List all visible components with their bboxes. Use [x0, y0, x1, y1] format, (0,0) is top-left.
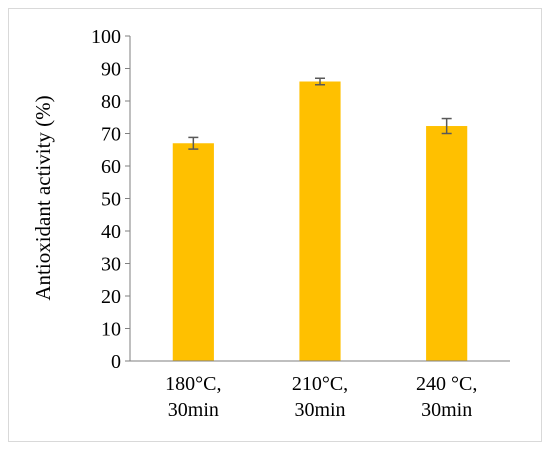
x-tick-label-line: 30min — [168, 399, 219, 421]
y-tick-label: 10 — [101, 319, 121, 341]
bar — [299, 81, 341, 361]
x-tick-label-line: 210°C, — [292, 373, 348, 395]
x-tick-label-line: 180°C, — [165, 373, 221, 395]
y-tick-label: 30 — [101, 254, 121, 276]
x-tick-label: 210°C, 30min — [292, 373, 348, 421]
bars — [172, 77, 468, 362]
y-tick-label: 40 — [101, 221, 121, 243]
y-tick-label: 0 — [111, 351, 121, 373]
y-axis-ticks: 0 10 20 30 40 50 60 70 80 90 100 — [91, 26, 130, 373]
x-tick-label: 180°C, 30min — [165, 373, 221, 421]
y-tick-label: 70 — [101, 124, 121, 146]
y-tick-label: 60 — [101, 156, 121, 178]
x-tick-label: 240 °C, 30min — [416, 373, 477, 421]
y-tick-label: 90 — [101, 59, 121, 81]
x-tick-label-line: 240 °C, — [416, 373, 477, 395]
y-tick-label: 20 — [101, 286, 121, 308]
axes — [129, 36, 510, 362]
y-tick-label: 50 — [101, 189, 121, 211]
y-tick-label: 80 — [101, 91, 121, 113]
x-tick-label-line: 30min — [294, 399, 345, 421]
x-axis-labels: 180°C, 30min 210°C, 30min 240 °C, 30min — [165, 373, 477, 421]
bar — [172, 143, 214, 361]
y-tick-label: 100 — [91, 26, 121, 48]
y-axis-title: Antioxidant activity (%) — [31, 95, 55, 300]
x-tick-label-line: 30min — [421, 399, 472, 421]
bar — [426, 126, 468, 362]
